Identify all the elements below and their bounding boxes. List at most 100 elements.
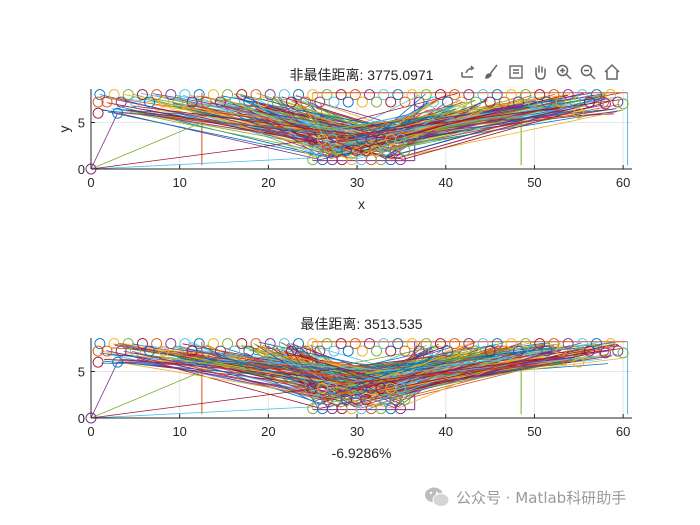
node-marker xyxy=(541,345,553,357)
route-line xyxy=(90,157,313,170)
node-marker xyxy=(101,96,113,108)
x-tick-label: 0 xyxy=(87,424,94,439)
node-marker xyxy=(513,96,524,108)
node-marker xyxy=(527,96,539,108)
node-marker xyxy=(378,89,390,101)
node-marker xyxy=(427,96,439,108)
node-marker xyxy=(617,347,629,359)
node-marker xyxy=(356,345,368,357)
watermark-text: 公众号 · Matlab科研助手 xyxy=(456,488,627,507)
node-marker xyxy=(449,338,461,350)
node-marker xyxy=(534,338,546,350)
pan-icon[interactable] xyxy=(530,62,550,82)
route-line xyxy=(131,346,512,401)
node-marker xyxy=(222,89,234,101)
node-marker xyxy=(470,345,482,357)
chart-title: 非最佳距离: 3775.0971 xyxy=(290,67,434,83)
y-tick-label: 5 xyxy=(78,364,85,379)
node-marker xyxy=(342,345,354,357)
node-marker xyxy=(285,345,297,357)
route-line xyxy=(129,99,476,159)
node-marker xyxy=(505,338,517,350)
node-marker xyxy=(92,345,104,357)
node-marker xyxy=(548,338,560,350)
y-axis-label: y xyxy=(56,126,72,133)
node-marker xyxy=(406,338,418,350)
node-marker xyxy=(101,345,113,357)
zoom-out-icon[interactable] xyxy=(578,62,598,82)
node-marker xyxy=(172,96,184,108)
chart-2: 0 10 20 30 40 50 60 0 5 最佳距离: 3513.535 -6.9286% xyxy=(78,316,632,461)
node-marker xyxy=(371,96,383,108)
node-marker xyxy=(336,403,348,415)
x-tick-label: 40 xyxy=(439,424,453,439)
brush-icon[interactable] xyxy=(482,62,502,82)
node-marker xyxy=(300,96,312,108)
x-tick-label: 0 xyxy=(87,175,94,190)
chart-1: 0 10 20 30 40 50 60 0 5 非最佳距离: 3775.0971 x y xyxy=(56,67,632,212)
node-marker xyxy=(591,338,602,350)
node-marker xyxy=(250,89,262,101)
node-marker xyxy=(222,338,234,350)
route-line xyxy=(123,352,531,410)
route-line xyxy=(118,101,558,138)
node-marker xyxy=(200,96,212,108)
node-marker xyxy=(569,96,581,108)
node-marker xyxy=(229,345,241,357)
node-marker xyxy=(470,96,482,108)
route-line xyxy=(90,347,624,419)
node-marker xyxy=(399,144,411,156)
node-marker xyxy=(186,96,198,108)
route-line xyxy=(214,98,557,131)
node-marker xyxy=(484,345,496,357)
x-tick-label: 50 xyxy=(527,175,541,190)
node-marker xyxy=(371,345,383,357)
node-marker xyxy=(122,338,134,350)
node-marker xyxy=(365,154,377,166)
node-marker xyxy=(193,338,205,350)
node-marker xyxy=(456,345,468,357)
route-line xyxy=(181,346,474,378)
node-marker xyxy=(326,403,338,415)
zoom-in-icon[interactable] xyxy=(554,62,574,82)
node-marker xyxy=(328,345,340,357)
node-marker xyxy=(583,96,595,108)
node-marker xyxy=(456,96,468,108)
node-marker xyxy=(129,96,141,108)
node-marker xyxy=(321,89,333,101)
route-line xyxy=(257,345,591,408)
home-icon[interactable] xyxy=(602,62,622,82)
node-marker xyxy=(271,345,283,357)
node-marker xyxy=(599,98,611,110)
node-marker xyxy=(420,89,432,101)
node-marker xyxy=(598,345,610,357)
node-marker xyxy=(335,89,347,101)
datatip-icon[interactable] xyxy=(506,62,526,82)
node-marker xyxy=(562,338,574,350)
node-marker xyxy=(392,338,404,350)
node-marker xyxy=(278,338,290,350)
node-marker xyxy=(92,96,104,108)
node-marker xyxy=(395,154,406,166)
node-marker xyxy=(491,338,503,350)
node-marker xyxy=(562,89,574,101)
route-line xyxy=(307,99,511,148)
route-line xyxy=(206,352,519,392)
node-marker xyxy=(427,345,439,357)
node-marker xyxy=(576,338,588,350)
node-marker xyxy=(293,338,304,350)
node-marker xyxy=(598,96,610,108)
node-marker xyxy=(186,345,198,357)
node-marker xyxy=(513,345,524,357)
node-marker xyxy=(108,338,120,350)
node-marker xyxy=(399,345,411,357)
node-marker xyxy=(364,338,375,350)
export-icon[interactable] xyxy=(458,62,478,82)
node-marker xyxy=(395,403,406,415)
node-marker xyxy=(307,89,319,101)
x-tick-label: 60 xyxy=(616,424,630,439)
node-marker xyxy=(392,89,404,101)
node-marker xyxy=(583,345,595,357)
node-marker xyxy=(420,338,432,350)
node-marker xyxy=(356,154,367,166)
